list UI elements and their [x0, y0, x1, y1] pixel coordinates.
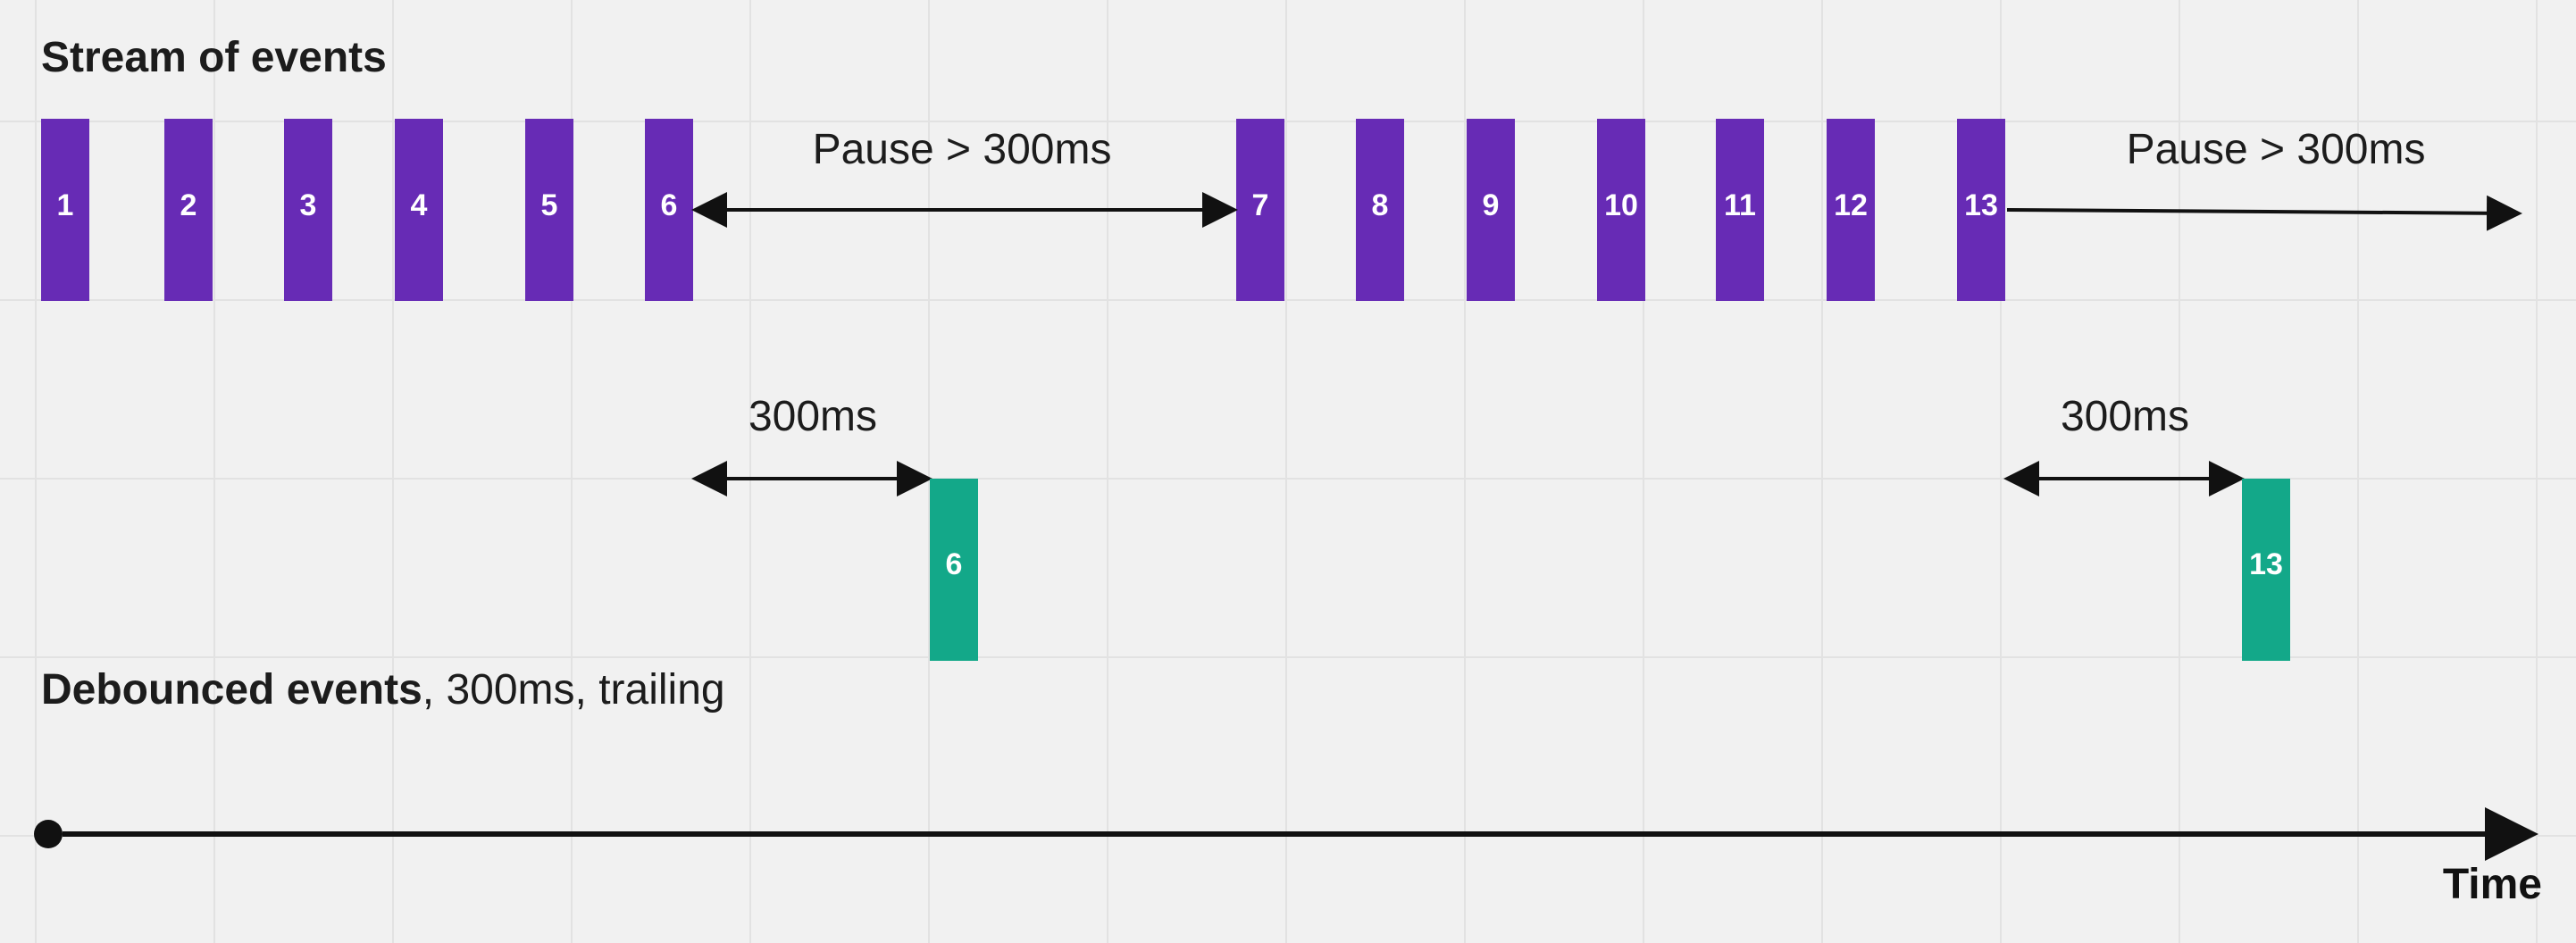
source-event-1: 1 [41, 119, 89, 301]
source-event-6-label: 6 [661, 188, 678, 222]
source-event-11-bar [1716, 119, 1764, 301]
pause-annotation-1: Pause > 300ms [691, 126, 1238, 228]
debounced-event-6: 6 [930, 479, 978, 661]
time-axis: Time [34, 807, 2542, 908]
debounced-event-13: 13 [2242, 479, 2290, 661]
source-event-5-label: 5 [541, 188, 558, 222]
source-event-11-label: 11 [1724, 188, 1756, 222]
source-event-7: 7 [1236, 119, 1284, 301]
debounced-event-13-label: 13 [2249, 547, 2283, 581]
debounced-title-details: , 300ms, trailing [422, 666, 725, 714]
source-event-2-label: 2 [180, 188, 197, 222]
delay-annotation-2: 300ms [2003, 393, 2245, 497]
source-event-3-label: 3 [300, 188, 317, 222]
source-events-row: 1 2 3 4 5 6 7 [41, 119, 2005, 301]
debounced-event-6-bar [930, 479, 978, 661]
source-event-6: 6 [645, 119, 693, 301]
source-event-4-label: 4 [411, 188, 428, 222]
pause-label-1: Pause > 300ms [813, 126, 1112, 173]
source-event-1-label: 1 [57, 188, 74, 222]
source-event-8: 8 [1356, 119, 1404, 301]
source-event-9-bar [1467, 119, 1515, 301]
delay-label-2: 300ms [2061, 393, 2189, 440]
source-event-13-label: 13 [1964, 188, 1998, 222]
source-event-2-bar [164, 119, 213, 301]
source-event-9-label: 9 [1483, 188, 1500, 222]
debounced-events-row: 6 13 [930, 479, 2290, 661]
source-event-4: 4 [395, 119, 443, 301]
source-event-10: 10 [1597, 119, 1645, 301]
source-event-7-label: 7 [1252, 188, 1269, 222]
stream-title: Stream of events [41, 34, 387, 81]
source-event-11: 11 [1716, 119, 1764, 301]
time-label: Time [2443, 861, 2542, 908]
source-event-13: 13 [1957, 119, 2005, 301]
source-event-3-bar [284, 119, 332, 301]
debounced-event-6-label: 6 [946, 547, 963, 581]
source-event-9: 9 [1467, 119, 1515, 301]
source-event-5-bar [525, 119, 573, 301]
source-event-1-bar [41, 119, 89, 301]
debounced-title-main: Debounced events [41, 666, 422, 714]
source-event-13-bar [1957, 119, 2005, 301]
source-event-4-bar [395, 119, 443, 301]
pause-annotation-2: Pause > 300ms [2006, 126, 2522, 231]
delay-label-1: 300ms [749, 393, 877, 440]
source-event-12: 12 [1827, 119, 1875, 301]
debounced-event-13-bar [2242, 479, 2290, 661]
delay-annotation-1: 300ms [691, 393, 933, 497]
source-event-12-label: 12 [1834, 188, 1868, 222]
source-event-7-bar [1236, 119, 1284, 301]
source-event-10-bar [1597, 119, 1645, 301]
pause-label-2: Pause > 300ms [2127, 126, 2426, 173]
source-event-8-label: 8 [1372, 188, 1389, 222]
debounced-title: Debounced events, 300ms, trailing [41, 666, 725, 714]
source-event-8-bar [1356, 119, 1404, 301]
source-event-5: 5 [525, 119, 573, 301]
time-origin-dot [34, 820, 63, 848]
source-event-6-bar [645, 119, 693, 301]
source-event-12-bar [1827, 119, 1875, 301]
source-event-10-label: 10 [1604, 188, 1638, 222]
pause-arrow-2 [2006, 195, 2522, 231]
source-event-2: 2 [164, 119, 213, 301]
source-event-3: 3 [284, 119, 332, 301]
